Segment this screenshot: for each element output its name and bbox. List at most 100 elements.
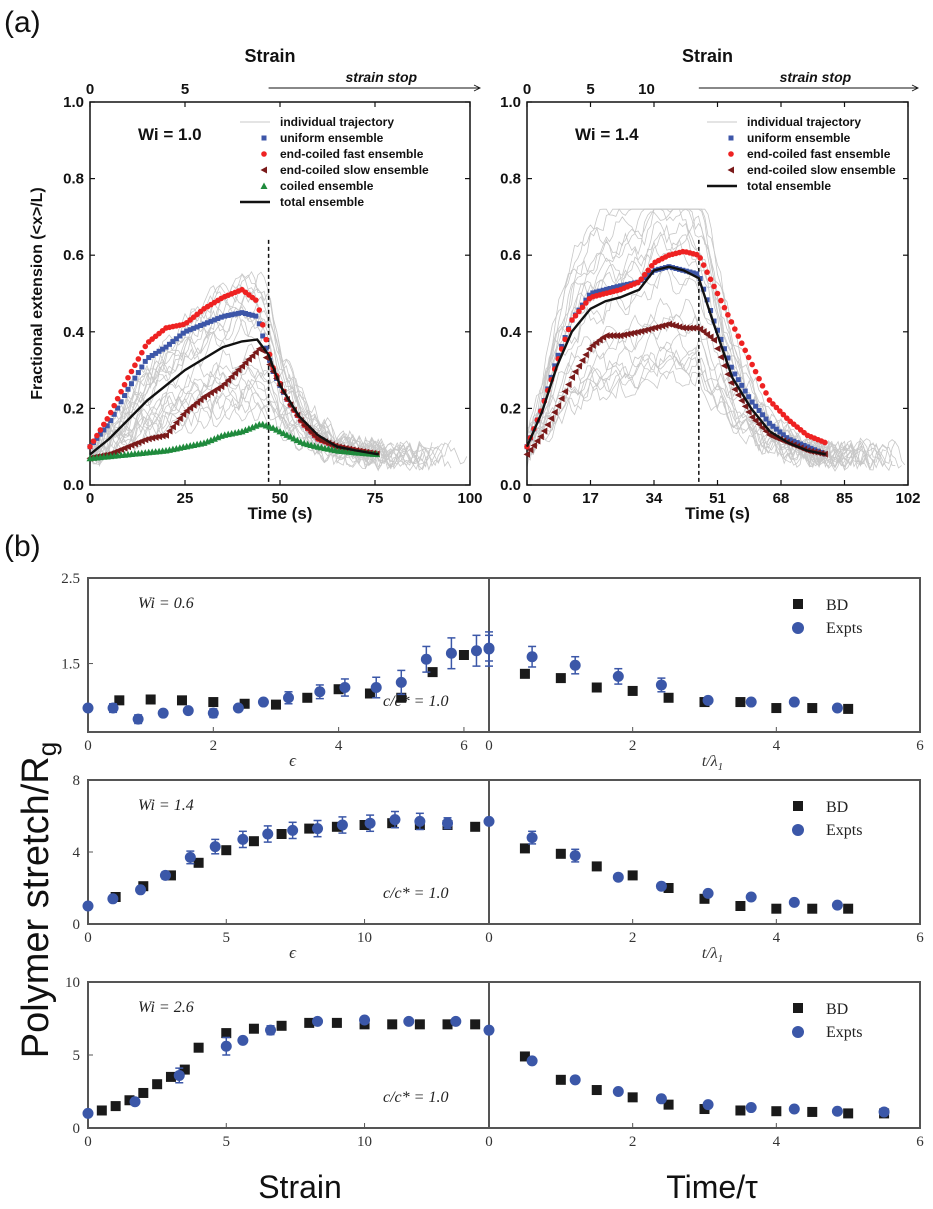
data-point: [215, 316, 221, 322]
data-point: [721, 346, 727, 352]
data-point: [97, 427, 104, 433]
bd-point: [591, 1085, 602, 1096]
data-point: [614, 284, 620, 290]
data-point: [293, 436, 301, 444]
data-point: [682, 324, 690, 332]
legend-expt-marker: [792, 1026, 804, 1038]
data-point: [90, 438, 97, 444]
data-point: [248, 352, 256, 360]
data-point: [94, 432, 100, 439]
data-point: [186, 404, 194, 412]
data-point: [177, 333, 183, 339]
data-point: [569, 317, 575, 323]
expt-point: [788, 1103, 800, 1115]
data-point: [752, 368, 759, 375]
bd-point: [248, 836, 259, 847]
data-point: [253, 297, 259, 303]
data-point: [766, 397, 773, 403]
bd-point: [176, 695, 187, 706]
data-point: [822, 439, 828, 446]
expt-point: [364, 817, 376, 829]
data-point: [745, 354, 752, 361]
data-point: [170, 339, 176, 345]
data-point: [239, 310, 245, 316]
data-point: [645, 272, 651, 278]
data-point: [648, 325, 655, 333]
data-point: [562, 336, 568, 343]
data-point: [125, 374, 131, 381]
bd-point: [331, 1017, 342, 1028]
data-point: [658, 322, 666, 330]
bd-point: [735, 1105, 746, 1116]
data-point: [697, 255, 703, 261]
expt-point: [389, 814, 401, 826]
data-point: [159, 432, 166, 440]
data-point: [686, 324, 693, 332]
data-point: [770, 423, 776, 429]
data-point: [238, 362, 245, 370]
legend-swatch-marker: [728, 135, 734, 141]
data-point: [128, 368, 135, 375]
data-point: [242, 311, 248, 317]
data-point: [696, 325, 704, 333]
data-point: [755, 420, 763, 428]
legend-label: total ensemble: [280, 195, 364, 209]
bd-point: [843, 1108, 854, 1119]
strain-stop-label: strain stop: [780, 69, 852, 85]
data-point: [665, 320, 673, 328]
data-point: [530, 441, 537, 449]
data-point: [780, 432, 786, 438]
expt-point: [283, 692, 294, 704]
data-point: [290, 434, 298, 442]
trajectory-line: [89, 295, 468, 467]
x-tick-label: 0: [485, 1134, 493, 1150]
expt-point: [184, 851, 196, 863]
expt-point: [745, 696, 757, 708]
panel-a-right: 0 17 34 51 68 85 102 0.0 0.2 0.4 0.6 0.8 1.0 Time (s)…: [500, 46, 920, 523]
data-point: [621, 282, 627, 288]
legend-label: end-coiled fast ensemble: [280, 147, 424, 161]
data-point: [222, 313, 228, 319]
bd-point: [387, 1019, 398, 1030]
data-point: [87, 443, 93, 450]
data-point: [763, 416, 769, 422]
x-tick-label: 4: [773, 1134, 781, 1150]
legend-swatch-marker: [261, 135, 267, 141]
expt-point: [403, 1015, 415, 1027]
legend-label: uniform ensemble: [747, 131, 851, 145]
data-point: [604, 286, 610, 292]
bd-point: [221, 845, 232, 856]
bd-point: [591, 861, 602, 872]
data-point: [700, 328, 707, 336]
data-point: [711, 283, 717, 290]
x-axis-label-time: t/λ1: [702, 753, 723, 773]
bd-point: [807, 1106, 818, 1117]
expt-point: [220, 1040, 232, 1052]
bd-point: [304, 1017, 315, 1028]
data-point: [235, 366, 242, 374]
data-point: [638, 276, 645, 282]
data-point: [229, 312, 235, 318]
data-point: [568, 373, 576, 381]
legend-label: total ensemble: [747, 179, 831, 193]
x-tick-label: 10: [357, 930, 372, 946]
data-point: [710, 336, 718, 344]
data-point: [600, 287, 606, 293]
data-point: [756, 408, 762, 414]
data-point: [583, 297, 589, 303]
expt-point: [745, 1102, 757, 1114]
data-point: [153, 350, 159, 356]
data-point: [627, 329, 634, 337]
bd-point: [555, 673, 566, 684]
bd-point: [735, 901, 746, 911]
bd-point: [270, 699, 281, 710]
data-point: [634, 328, 641, 336]
x-tick-label: 34: [646, 490, 663, 507]
legend-label: coiled ensemble: [280, 179, 374, 193]
legend-expt-label: Expts: [826, 620, 862, 637]
data-point: [590, 290, 596, 296]
expt-point: [470, 645, 482, 657]
data-point: [104, 423, 110, 429]
data-point: [707, 276, 714, 283]
data-point: [749, 399, 755, 405]
